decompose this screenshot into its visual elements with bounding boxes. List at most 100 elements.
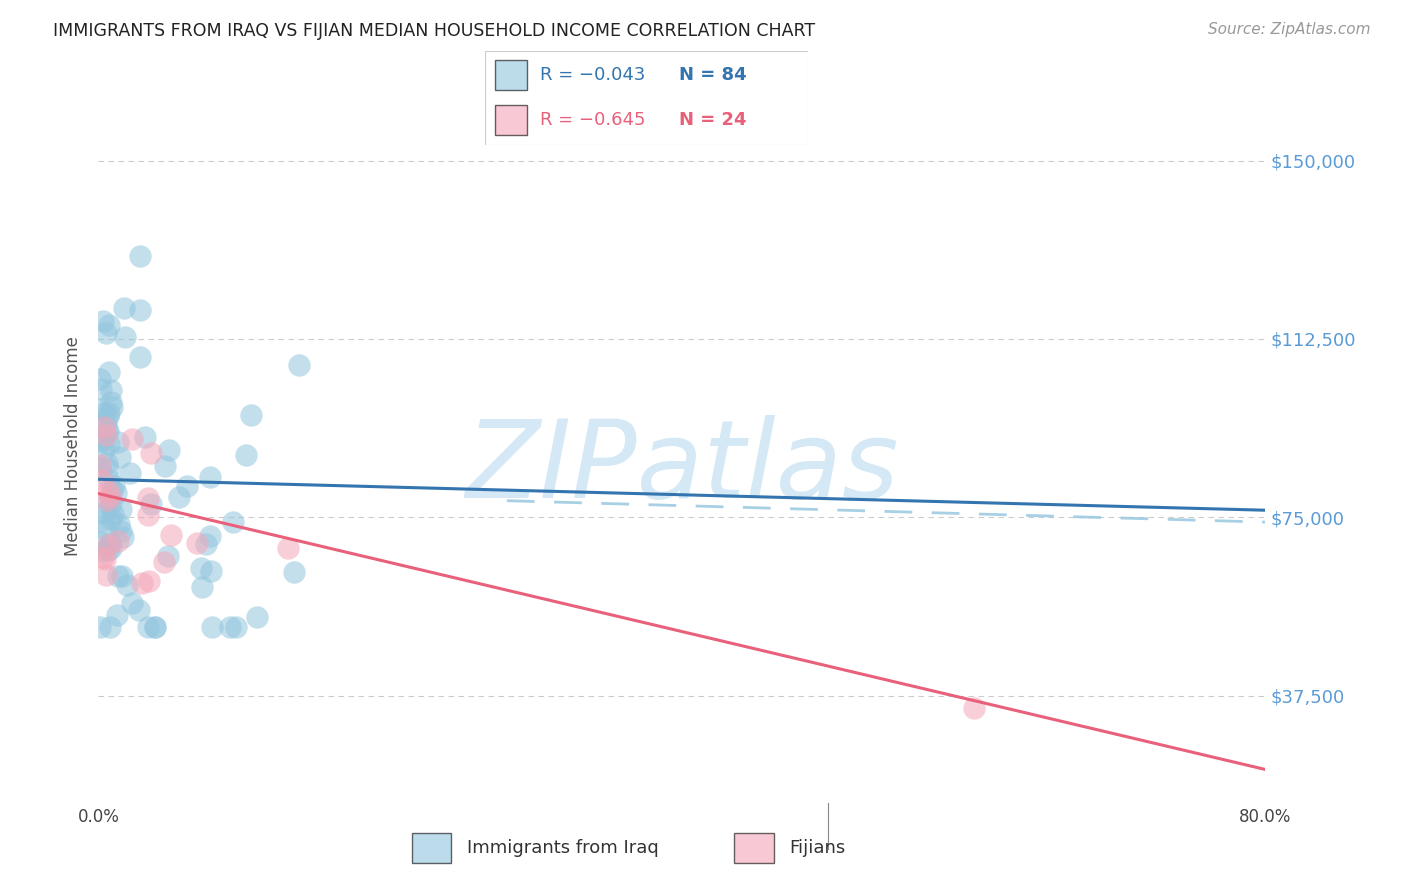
FancyBboxPatch shape [495, 61, 527, 90]
Point [235, 448, 257, 462]
Point [134, 430, 156, 444]
Point [100, 383, 122, 397]
Point [136, 491, 159, 505]
Point [176, 479, 198, 493]
Point [100, 512, 122, 526]
Point [129, 351, 152, 365]
Point [105, 607, 128, 622]
Point [97, 538, 120, 552]
Point [105, 486, 128, 500]
Point [114, 330, 136, 344]
FancyBboxPatch shape [495, 105, 527, 136]
Point [97, 409, 120, 423]
Point [90, 473, 112, 487]
Point [90, 382, 112, 396]
Point [157, 443, 180, 458]
Point [139, 497, 162, 511]
Point [200, 469, 222, 483]
Point [89, 461, 111, 475]
Point [96, 424, 118, 438]
Point [93, 442, 115, 457]
Point [98, 365, 121, 379]
Point [191, 581, 214, 595]
Point [111, 568, 134, 582]
Point [194, 537, 217, 551]
Point [91, 544, 114, 558]
Point [97, 424, 120, 438]
Point [98, 436, 121, 450]
Point [97, 318, 120, 333]
Point [136, 508, 159, 522]
Point [91, 549, 114, 564]
Point [157, 549, 180, 563]
Point [107, 534, 129, 549]
Text: Source: ZipAtlas.com: Source: ZipAtlas.com [1208, 22, 1371, 37]
Point [93, 419, 115, 434]
Point [100, 394, 122, 409]
Point [225, 620, 247, 634]
Point [110, 502, 132, 516]
Point [107, 569, 129, 583]
Point [97, 543, 120, 558]
FancyBboxPatch shape [412, 833, 451, 863]
Text: N = 84: N = 84 [679, 66, 747, 84]
Point [94, 416, 117, 430]
Point [89, 372, 111, 386]
Point [98, 474, 121, 488]
Point [143, 620, 166, 634]
Point [112, 301, 135, 315]
Point [115, 578, 138, 592]
Point [138, 574, 160, 588]
Point [128, 302, 150, 317]
Point [121, 596, 143, 610]
Point [143, 620, 166, 634]
Point [100, 541, 122, 555]
Point [190, 561, 212, 575]
Point [108, 516, 131, 531]
Point [89, 458, 111, 472]
Point [186, 535, 208, 549]
Point [101, 483, 124, 497]
Point [89, 434, 111, 449]
Point [240, 408, 263, 422]
Point [155, 459, 177, 474]
Text: IMMIGRANTS FROM IRAQ VS FIJIAN MEDIAN HOUSEHOLD INCOME CORRELATION CHART: IMMIGRANTS FROM IRAQ VS FIJIAN MEDIAN HO… [53, 22, 815, 40]
Point [128, 603, 150, 617]
Point [121, 432, 143, 446]
Point [108, 450, 131, 464]
Point [96, 492, 118, 507]
Text: ZIPatlas: ZIPatlas [465, 415, 898, 520]
Point [201, 620, 224, 634]
Point [169, 490, 191, 504]
Point [131, 576, 153, 591]
Point [139, 446, 162, 460]
Point [91, 433, 114, 447]
Point [89, 534, 111, 549]
Point [136, 620, 159, 634]
Point [100, 496, 122, 510]
Point [129, 250, 152, 264]
Point [94, 522, 117, 536]
Point [89, 620, 111, 634]
Point [962, 700, 984, 714]
Point [90, 514, 112, 528]
FancyBboxPatch shape [485, 51, 808, 145]
Point [93, 506, 115, 520]
Point [94, 568, 117, 582]
Point [89, 401, 111, 416]
Point [160, 528, 183, 542]
Point [218, 620, 240, 634]
Text: N = 24: N = 24 [679, 112, 747, 129]
Text: R = −0.645: R = −0.645 [540, 112, 645, 129]
Point [91, 313, 114, 327]
Point [101, 400, 124, 414]
Point [288, 359, 311, 373]
Y-axis label: Median Household Income: Median Household Income [65, 336, 83, 556]
Point [103, 479, 125, 493]
Point [103, 508, 125, 522]
FancyBboxPatch shape [734, 833, 773, 863]
Point [110, 524, 132, 539]
Point [96, 456, 118, 470]
Point [96, 326, 118, 340]
Point [96, 428, 118, 442]
